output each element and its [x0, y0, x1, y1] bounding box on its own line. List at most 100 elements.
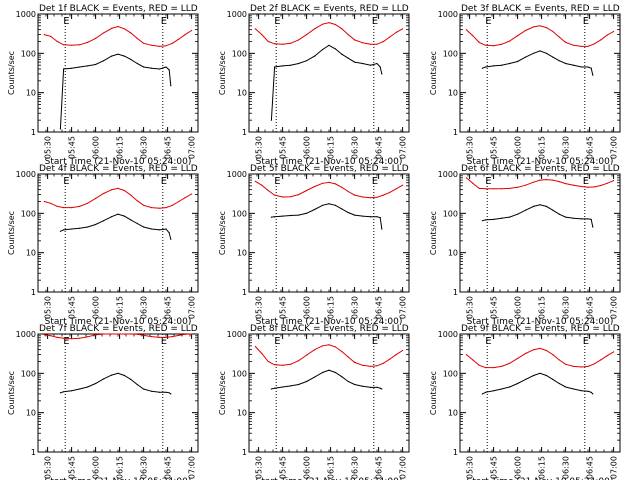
data-point — [539, 50, 541, 52]
x-tick-label: 05:30 — [466, 456, 475, 479]
data-point — [354, 194, 356, 196]
data-point — [501, 188, 503, 190]
data-point — [143, 204, 145, 206]
data-point — [493, 367, 495, 369]
data-point — [509, 62, 511, 65]
data-point — [322, 371, 324, 374]
data-point — [347, 380, 349, 383]
data-point — [341, 186, 343, 188]
data-point — [151, 336, 153, 338]
y-tick-label: 10 — [26, 249, 36, 258]
data-point — [565, 386, 567, 388]
events-line — [482, 372, 594, 395]
data-point — [565, 216, 567, 218]
data-point — [593, 43, 596, 45]
event-marker-label: E — [372, 176, 378, 187]
data-point — [267, 40, 269, 43]
lld-line — [44, 333, 192, 340]
data-point — [581, 390, 583, 392]
data-point — [539, 204, 541, 206]
y-tick-label: 1000 — [16, 10, 36, 19]
x-axis-title: Start Time (21-Nov-10 05:24:00) — [45, 157, 192, 167]
data-point — [485, 367, 487, 369]
data-point — [395, 31, 397, 33]
data-point — [581, 45, 583, 48]
data-point — [123, 215, 125, 217]
data-point — [95, 382, 97, 385]
plot-frame — [248, 333, 410, 453]
data-point — [95, 37, 97, 40]
data-point — [379, 387, 381, 389]
data-point — [395, 188, 397, 190]
data-point — [136, 383, 138, 386]
data-point — [545, 349, 548, 352]
x-tick-label: 06:45 — [586, 296, 595, 319]
data-point — [130, 32, 132, 34]
x-tick-label: 07:00 — [188, 456, 197, 479]
data-point — [130, 378, 132, 380]
data-point — [136, 37, 138, 40]
data-point — [103, 60, 105, 62]
data-point — [322, 48, 324, 51]
data-point — [558, 36, 560, 38]
x-tick-label: 05:45 — [68, 136, 77, 159]
event-marker-label: E — [583, 16, 589, 27]
panel-title: Det 5f BLACK = Events, RED = LLD — [250, 164, 409, 174]
y-tick-label: 1000 — [438, 10, 458, 19]
x-tick-label: 06:15 — [116, 456, 125, 479]
data-point — [581, 185, 583, 188]
data-point — [334, 48, 336, 50]
x-tick-label: 06:30 — [562, 136, 571, 159]
data-point — [282, 65, 284, 67]
data-point — [168, 392, 170, 394]
lld-line — [44, 25, 192, 47]
x-tick-label: 05:45 — [68, 456, 77, 479]
x-axis-title: Start Time (21-Nov-10 05:24:00) — [45, 477, 192, 480]
data-point — [478, 187, 480, 189]
data-point — [298, 360, 300, 362]
x-tick-label: 05:30 — [255, 296, 264, 319]
data-point — [376, 196, 378, 198]
events-line — [271, 369, 383, 390]
panel-title: Det 2f BLACK = Events, RED = LLD — [250, 4, 409, 14]
data-point — [117, 187, 119, 189]
x-tick-label: 06:00 — [303, 296, 312, 319]
data-point — [402, 28, 404, 30]
data-point — [136, 222, 138, 225]
data-point — [63, 207, 65, 209]
event-marker-label: E — [485, 16, 491, 27]
data-point — [71, 207, 73, 209]
data-point — [95, 223, 97, 226]
data-point — [485, 44, 487, 46]
x-tick-label: 05:30 — [44, 296, 53, 319]
data-point — [362, 385, 364, 387]
x-tick-label: 06:00 — [92, 136, 101, 159]
data-point — [59, 392, 62, 394]
data-point — [389, 191, 391, 193]
data-point — [87, 226, 89, 228]
event-marker-label: E — [63, 176, 69, 187]
data-point — [590, 391, 592, 393]
data-point — [328, 22, 330, 24]
data-point — [79, 337, 81, 339]
y-tick-label: 1 — [31, 288, 36, 297]
lld-line — [255, 22, 403, 45]
data-point — [123, 374, 125, 377]
data-point — [592, 74, 594, 76]
data-point — [56, 40, 58, 43]
data-point — [143, 66, 145, 68]
data-point — [87, 41, 89, 44]
event-marker-label: E — [583, 176, 589, 187]
x-tick-label: 06:30 — [140, 296, 149, 319]
data-point — [517, 213, 519, 215]
data-point — [306, 354, 308, 356]
x-tick-label: 06:15 — [116, 136, 125, 159]
data-point — [347, 190, 349, 193]
y-tick-label: 1000 — [227, 330, 247, 339]
data-point — [306, 34, 308, 36]
x-tick-label: 07:00 — [188, 296, 197, 319]
data-point — [370, 43, 372, 45]
x-tick-label: 06:30 — [351, 456, 360, 479]
data-point — [370, 216, 372, 218]
